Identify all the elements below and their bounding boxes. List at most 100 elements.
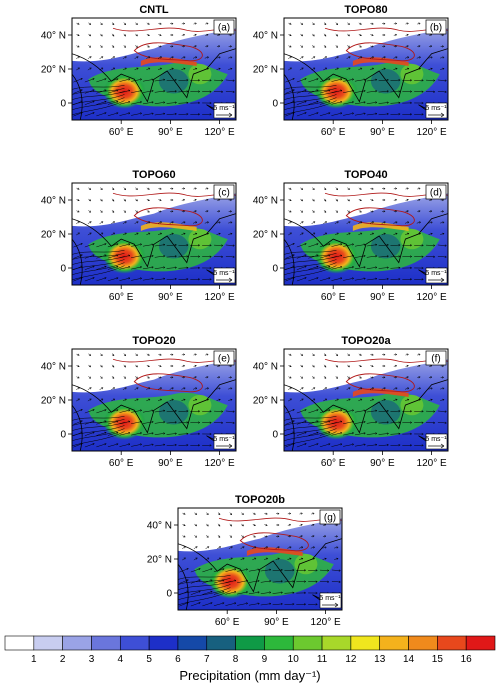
coastline [284, 48, 448, 103]
colorbar-segment [292, 635, 323, 651]
svg-text:(g): (g) [324, 513, 336, 524]
topography-contour [345, 207, 415, 227]
colorbar-segment [4, 635, 35, 651]
coastline [72, 213, 236, 268]
orographic-precip [352, 57, 409, 66]
y-tick-label: 0 [60, 430, 66, 441]
map-panel-7: TOPO20b (g) 5 ms⁻¹ 60° E 90° E 120° E 40° N 20°… [147, 494, 343, 628]
x-tick-label: 60° E [321, 127, 346, 138]
svg-text:5 ms⁻¹: 5 ms⁻¹ [319, 595, 341, 602]
wind-vectors [285, 22, 447, 117]
x-tick-label: 90° E [158, 292, 183, 303]
x-tick-label: 60° E [321, 458, 346, 469]
colorbar-segment [379, 635, 409, 651]
orographic-precip [140, 222, 197, 231]
map-panel-3: TOPO60 (c) 5 ms⁻¹ 60° E 90° E 120° E 40° N 20° … [41, 169, 237, 303]
precip-patch [158, 69, 189, 94]
x-tick-label: 60° E [109, 458, 134, 469]
map-panel-5: TOPO20 (e) 5 ms⁻¹ 60° E 90° E 120° E 40° N 20° … [41, 335, 237, 469]
colorbar-tick-label: 8 [233, 654, 239, 665]
colorbar-tick-label: 5 [146, 654, 152, 665]
panel-label: (c) [213, 184, 235, 200]
svg-text:5 ms⁻¹: 5 ms⁻¹ [213, 105, 235, 112]
colorbar-segment [408, 635, 438, 651]
panel-title: TOPO40 [344, 169, 387, 181]
coastline [72, 379, 236, 434]
colorbar-tick-label: 4 [118, 654, 124, 665]
colorbar-tick-label: 6 [175, 654, 181, 665]
reference-vector: 5 ms⁻¹ [213, 433, 236, 450]
x-tick-label: 120° E [311, 617, 341, 628]
colorbar-tick-label: 13 [374, 654, 386, 665]
y-tick-label: 0 [60, 99, 66, 110]
x-tick-label: 90° E [158, 458, 183, 469]
map-panel-2: TOPO80 (b) 5 ms⁻¹ 60° E 90° E 120° E 40° N 20° … [253, 4, 449, 138]
colorbar-segment [33, 635, 63, 651]
colorbar-title: Precipitation (mm day⁻¹) [179, 668, 320, 683]
x-tick-label: 90° E [370, 127, 395, 138]
x-tick-label: 90° E [158, 127, 183, 138]
colorbar-segment [437, 635, 467, 651]
svg-text:(a): (a) [218, 23, 230, 34]
colorbar-tick-label: 7 [204, 654, 210, 665]
orographic-precip [352, 222, 409, 231]
precip-patch [370, 234, 401, 259]
x-tick-label: 90° E [370, 292, 395, 303]
y-tick-label: 40° N [253, 196, 278, 207]
coastline [284, 213, 448, 268]
y-tick-label: 40° N [147, 521, 172, 532]
colorbar-segment [264, 635, 294, 651]
y-tick-label: 0 [272, 430, 278, 441]
topography-contour [133, 373, 203, 393]
panel-title: TOPO20b [235, 494, 285, 506]
x-tick-label: 60° E [109, 292, 134, 303]
svg-text:5 ms⁻¹: 5 ms⁻¹ [425, 270, 447, 277]
coastline [284, 379, 448, 434]
svg-text:(b): (b) [430, 23, 442, 34]
map-panel-6: TOPO20a (f) 5 ms⁻¹ 60° E 90° E 120° E 40° N 20°… [253, 335, 449, 469]
topography-contour [133, 42, 203, 62]
panel-title: TOPO20 [132, 335, 175, 347]
colorbar-segment [62, 635, 92, 651]
precip-patch [264, 559, 295, 584]
orographic-precip [140, 57, 197, 66]
topography-contour [345, 373, 415, 393]
y-tick-label: 0 [60, 264, 66, 275]
svg-text:(e): (e) [218, 354, 230, 365]
wind-vectors [179, 512, 341, 607]
x-tick-label: 90° E [264, 617, 289, 628]
coastline [72, 48, 236, 103]
colorbar-tick-label: 12 [345, 654, 357, 665]
orographic-precip [352, 388, 409, 397]
colorbar-segment [91, 635, 121, 651]
x-tick-label: 120° E [417, 292, 447, 303]
y-tick-label: 0 [272, 264, 278, 275]
y-tick-label: 20° N [41, 396, 66, 407]
colorbar-tick-label: 16 [461, 654, 473, 665]
reference-vector: 5 ms⁻¹ [425, 102, 448, 119]
map-panel-1: CNTL (a) 5 ms⁻¹ 60° E 90° E 120° E 40° N 20° N 0 [41, 4, 237, 138]
panel-label: (f) [425, 350, 447, 366]
colorbar-segment [465, 635, 496, 651]
topography-contour [133, 207, 203, 227]
coastline [178, 538, 342, 593]
svg-text:5 ms⁻¹: 5 ms⁻¹ [425, 105, 447, 112]
colorbar-tick-label: 3 [89, 654, 95, 665]
reference-vector: 5 ms⁻¹ [319, 592, 342, 609]
y-tick-label: 40° N [41, 362, 66, 373]
panel-label: (g) [319, 509, 341, 525]
x-tick-label: 90° E [370, 458, 395, 469]
y-tick-label: 0 [166, 589, 172, 600]
x-tick-label: 120° E [205, 458, 235, 469]
y-tick-label: 20° N [253, 65, 278, 76]
x-tick-label: 60° E [215, 617, 240, 628]
colorbar-segment [206, 635, 236, 651]
colorbar-tick-label: 10 [288, 654, 300, 665]
topography-contour [239, 532, 309, 552]
x-tick-label: 120° E [205, 292, 235, 303]
y-tick-label: 20° N [147, 555, 172, 566]
precip-patch [158, 234, 189, 259]
svg-text:5 ms⁻¹: 5 ms⁻¹ [213, 270, 235, 277]
